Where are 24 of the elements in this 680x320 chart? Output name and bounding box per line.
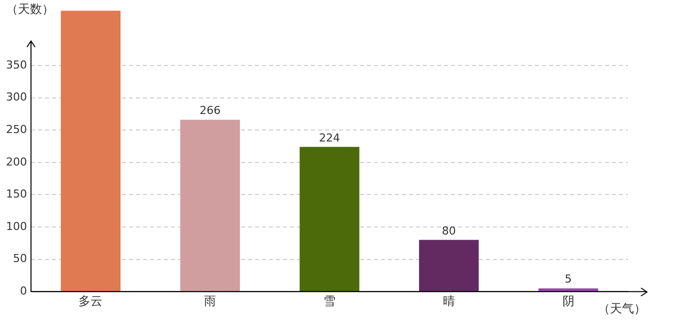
x-tick-label: 雪 — [324, 294, 336, 308]
x-tick-label: 阴 — [562, 294, 574, 308]
x-tick-label: 多云 — [78, 294, 103, 308]
data-label: 80 — [442, 224, 456, 238]
data-label: 224 — [319, 131, 340, 144]
y-tick-label: 50 — [12, 252, 27, 266]
y-tick-label: 250 — [6, 122, 27, 136]
y-tick-label: 200 — [6, 155, 27, 168]
data-label: 5 — [564, 272, 572, 286]
y-tick-label: 150 — [6, 188, 27, 201]
x-tick-label: 雨 — [204, 294, 216, 308]
y-axis-title: （天数） — [6, 2, 54, 16]
y-tick-label: 300 — [6, 90, 27, 104]
x-tick-label: 晴 — [442, 294, 455, 308]
bar — [60, 10, 121, 292]
bar — [419, 240, 479, 292]
bar — [538, 288, 598, 292]
x-axis-title: （天气） — [598, 302, 646, 316]
bar — [180, 120, 240, 292]
y-tick-label: 100 — [6, 220, 27, 233]
y-tick-label: 0 — [20, 284, 27, 298]
y-tick-label: 350 — [6, 58, 27, 72]
bar — [300, 146, 360, 292]
data-label: 266 — [200, 104, 221, 118]
